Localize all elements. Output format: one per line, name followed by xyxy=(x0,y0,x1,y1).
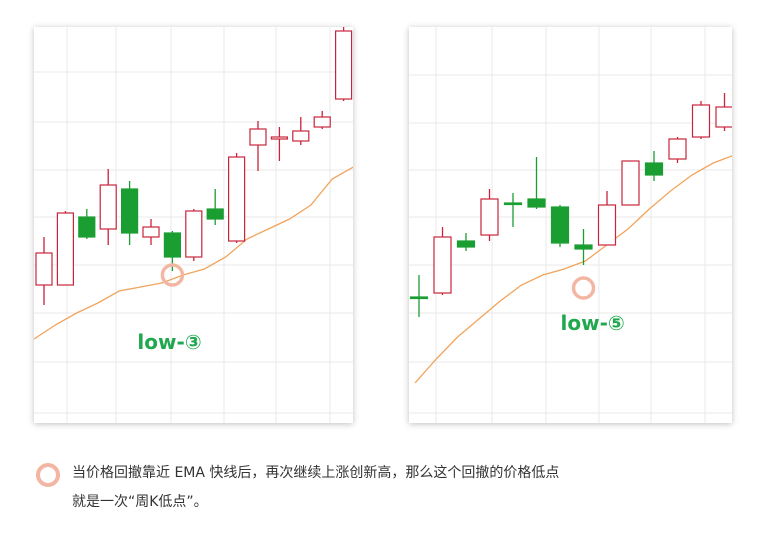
bullish-candle xyxy=(292,117,310,145)
low-label: low-⑤ xyxy=(561,311,625,335)
candle-body xyxy=(142,226,160,238)
right-chart-panel: low-⑤ xyxy=(409,27,732,423)
caption-line-1: 当价格回撤靠近 EMA 快线后，再次继续上涨创新高，那么这个回撤的价格低点 xyxy=(72,465,560,481)
candle-body xyxy=(433,236,452,294)
candle-body xyxy=(99,184,117,230)
bullish-candle xyxy=(597,191,617,246)
bearish-candle xyxy=(527,157,546,209)
candle-body xyxy=(668,138,687,160)
bullish-candle xyxy=(691,101,711,139)
candle-body xyxy=(597,204,617,246)
candle-body xyxy=(228,156,246,242)
bullish-candle xyxy=(621,160,640,206)
candle-body xyxy=(574,244,593,250)
bullish-candle xyxy=(142,219,160,245)
pullback-marker-circle xyxy=(160,263,185,287)
candle-body xyxy=(313,116,331,128)
ema-line xyxy=(414,155,732,384)
bullish-candle xyxy=(35,237,53,305)
right-candlestick-chart: low-⑤ xyxy=(409,27,732,423)
low-label: low-③ xyxy=(137,330,201,354)
candle-body xyxy=(185,210,203,258)
candle-body xyxy=(550,206,570,244)
candle-body xyxy=(206,208,224,220)
candle-body xyxy=(78,216,96,238)
left-chart-panel: low-③ xyxy=(34,27,353,423)
bearish-candle xyxy=(409,275,429,317)
candle-body xyxy=(527,198,546,208)
candle-body xyxy=(456,240,476,248)
bearish-candle xyxy=(456,233,476,251)
grid xyxy=(409,27,732,423)
candle-body xyxy=(270,136,288,140)
circle-marker-icon xyxy=(36,463,60,487)
candle-body xyxy=(335,30,353,100)
candle-body xyxy=(35,252,53,286)
caption-text: 当价格回撤靠近 EMA 快线后，再次继续上涨创新高，那么这个回撤的价格低点 就是… xyxy=(72,459,732,517)
left-candlestick-chart: low-③ xyxy=(34,27,353,423)
bearish-candle xyxy=(574,229,593,265)
bearish-candle xyxy=(206,189,224,225)
candle-body xyxy=(644,162,664,176)
candle-body xyxy=(409,296,429,300)
bullish-candle xyxy=(228,153,246,243)
bullish-candle xyxy=(270,127,288,161)
bullish-candle xyxy=(99,169,117,245)
bullish-candle xyxy=(715,93,732,131)
candle-body xyxy=(120,188,139,234)
candle-body xyxy=(691,104,711,138)
ema-line xyxy=(34,166,353,340)
bullish-candle xyxy=(185,209,203,261)
candle-body xyxy=(480,198,499,236)
bearish-candle xyxy=(644,151,664,181)
bearish-candle xyxy=(503,193,523,227)
caption-line-2: 就是一次“周K低点”。 xyxy=(72,494,208,510)
bullish-candle xyxy=(433,227,452,295)
candle-body xyxy=(621,160,640,206)
candle-body xyxy=(249,128,267,146)
bearish-candle xyxy=(78,209,96,239)
bullish-candle xyxy=(668,137,687,163)
bearish-candle xyxy=(120,181,139,245)
bullish-candle xyxy=(56,211,74,286)
bullish-candle xyxy=(335,27,353,101)
bearish-candle xyxy=(550,205,570,247)
candle-body xyxy=(715,106,732,128)
bullish-candle xyxy=(249,121,267,171)
candle-body xyxy=(163,232,181,258)
pullback-marker-circle xyxy=(571,276,596,300)
candle-body xyxy=(292,130,310,142)
candle-body xyxy=(503,202,523,206)
bullish-candle xyxy=(313,111,331,129)
bullish-candle xyxy=(480,189,499,241)
candle-body xyxy=(56,212,74,286)
